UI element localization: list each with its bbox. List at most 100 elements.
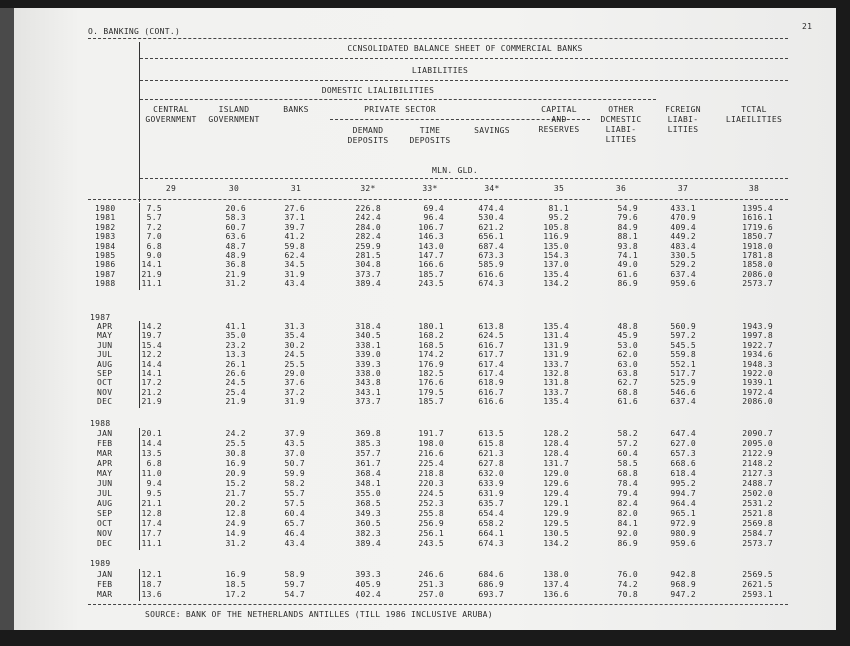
table-cell: 658.2 bbox=[478, 519, 504, 528]
table-cell: 138.0 bbox=[543, 570, 569, 579]
table-cell: 361.7 bbox=[355, 459, 381, 468]
table-cell: 674.3 bbox=[478, 539, 504, 548]
table-cell: 191.7 bbox=[418, 429, 444, 438]
divider bbox=[139, 569, 140, 601]
table-cell: 128.2 bbox=[543, 429, 569, 438]
table-cell: 255.8 bbox=[418, 509, 444, 518]
table-cell: 31.2 bbox=[225, 279, 246, 289]
table-cell: 131.9 bbox=[543, 340, 569, 350]
table-cell: 37.1 bbox=[284, 213, 305, 223]
table-cell: 343.1 bbox=[355, 387, 381, 397]
table-cell: 29.0 bbox=[284, 369, 305, 378]
table-cell: 37.6 bbox=[284, 378, 305, 388]
table-cell: 13.6 bbox=[141, 590, 162, 599]
table-cell: 635.7 bbox=[478, 499, 504, 508]
table-cell: 2095.0 bbox=[742, 439, 773, 448]
row-label: 1984 bbox=[95, 241, 116, 251]
column-number: 31 bbox=[290, 184, 302, 193]
table-cell: 86.9 bbox=[617, 279, 638, 289]
table-cell: 687.4 bbox=[478, 241, 504, 251]
table-cell: 2521.8 bbox=[742, 509, 773, 518]
table-cell: 330.5 bbox=[670, 251, 696, 260]
table-cell: 368.4 bbox=[355, 469, 381, 478]
table-cell: 517.7 bbox=[670, 369, 696, 378]
table-cell: 340.5 bbox=[355, 331, 381, 341]
table-cell: 49.0 bbox=[617, 260, 638, 270]
table-cell: 15.2 bbox=[225, 479, 246, 488]
table-cell: 546.6 bbox=[670, 387, 696, 397]
divider bbox=[139, 203, 140, 291]
table-cell: 338.0 bbox=[355, 369, 381, 378]
row-label: 1987 bbox=[95, 269, 116, 279]
table-cell: 179.5 bbox=[418, 387, 444, 397]
table-cell: 137.0 bbox=[543, 260, 569, 270]
table-cell: 2488.7 bbox=[742, 479, 773, 488]
table-cell: 1972.4 bbox=[742, 387, 773, 397]
column-number: 38 bbox=[748, 184, 760, 193]
table-cell: 57.2 bbox=[617, 439, 638, 448]
table-cell: 61.6 bbox=[617, 269, 638, 279]
table-cell: 27.6 bbox=[284, 204, 305, 213]
table-cell: 615.8 bbox=[478, 439, 504, 448]
table-cell: 224.5 bbox=[418, 489, 444, 498]
table-cell: 130.5 bbox=[543, 529, 569, 538]
table-cell: 53.0 bbox=[617, 340, 638, 350]
table-cell: 17.2 bbox=[141, 378, 162, 388]
table-cell: 129.1 bbox=[543, 499, 569, 508]
row-label: JUN bbox=[97, 340, 113, 350]
table-cell: 79.6 bbox=[617, 213, 638, 223]
table-cell: 5.7 bbox=[146, 213, 162, 223]
header-capital-2: AND bbox=[551, 115, 567, 124]
table-cell: 343.8 bbox=[355, 378, 381, 388]
table-cell: 58.5 bbox=[617, 459, 638, 468]
table-cell: 389.4 bbox=[355, 539, 381, 548]
table-cell: 21.2 bbox=[141, 387, 162, 397]
table-cell: 647.4 bbox=[670, 429, 696, 438]
table-cell: 37.9 bbox=[284, 429, 305, 438]
table-cell: 256.1 bbox=[418, 529, 444, 538]
header-banks: BANKS bbox=[283, 105, 309, 114]
table-cell: 36.8 bbox=[225, 260, 246, 270]
table-cell: 86.9 bbox=[617, 539, 638, 548]
table-cell: 246.6 bbox=[418, 570, 444, 579]
table-cell: 129.6 bbox=[543, 479, 569, 488]
table-cell: 21.7 bbox=[225, 489, 246, 498]
header-central-1: CENTRAL bbox=[153, 105, 189, 114]
header-central-2: GOVERNMENT bbox=[145, 115, 197, 124]
table-cell: 78.4 bbox=[617, 479, 638, 488]
table-cell: 21.9 bbox=[141, 269, 162, 279]
table-cell: 693.7 bbox=[478, 590, 504, 599]
table-cell: 135.4 bbox=[543, 397, 569, 407]
table-cell: 57.5 bbox=[284, 499, 305, 508]
row-label: DEC bbox=[97, 397, 113, 407]
table-cell: 116.9 bbox=[543, 232, 569, 242]
table-cell: 35.0 bbox=[225, 331, 246, 341]
table-cell: 2569.8 bbox=[742, 519, 773, 528]
table-cell: 70.8 bbox=[617, 590, 638, 599]
table-cell: 474.4 bbox=[478, 204, 504, 213]
table-cell: 242.4 bbox=[355, 213, 381, 223]
table-cell: 369.8 bbox=[355, 429, 381, 438]
row-label: FEB bbox=[97, 580, 113, 589]
table-cell: 674.3 bbox=[478, 279, 504, 289]
table-cell: 30.8 bbox=[225, 449, 246, 458]
table-cell: 135.0 bbox=[543, 241, 569, 251]
table-cell: 1858.0 bbox=[742, 260, 773, 270]
table-cell: 12.1 bbox=[141, 570, 162, 579]
table-cell: 14.1 bbox=[141, 369, 162, 378]
table-cell: 1922.0 bbox=[742, 369, 773, 378]
table-cell: 31.9 bbox=[284, 397, 305, 407]
table-cell: 257.0 bbox=[418, 590, 444, 599]
header-demand-1: DEMAND bbox=[352, 126, 384, 135]
table-cell: 252.3 bbox=[418, 499, 444, 508]
row-label: SEP bbox=[97, 369, 113, 378]
row-label: 1986 bbox=[95, 260, 116, 270]
table-cell: 43.4 bbox=[284, 279, 305, 289]
table-cell: 684.6 bbox=[478, 570, 504, 579]
table-cell: 128.4 bbox=[543, 439, 569, 448]
document-page bbox=[14, 8, 836, 630]
table-cell: 552.1 bbox=[670, 359, 696, 369]
table-cell: 9.5 bbox=[146, 489, 162, 498]
table-cell: 402.4 bbox=[355, 590, 381, 599]
table-cell: 617.7 bbox=[478, 350, 504, 360]
